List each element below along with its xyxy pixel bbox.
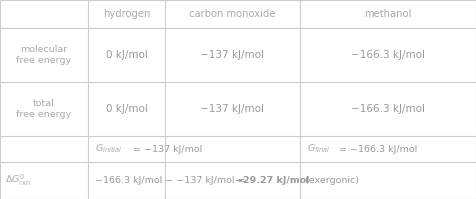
Text: carbon monoxide: carbon monoxide: [189, 9, 276, 19]
Text: $\Delta G^0_\mathrm{rxn}$: $\Delta G^0_\mathrm{rxn}$: [5, 173, 31, 188]
Text: total
free energy: total free energy: [17, 99, 71, 119]
Text: hydrogen: hydrogen: [103, 9, 150, 19]
Text: = −166.3 kJ/mol: = −166.3 kJ/mol: [339, 144, 417, 153]
Text: methanol: methanol: [364, 9, 412, 19]
Text: −166.3 kJ/mol: −166.3 kJ/mol: [351, 50, 425, 60]
Text: = −137 kJ/mol: = −137 kJ/mol: [133, 144, 202, 153]
Text: −166.3 kJ/mol: −166.3 kJ/mol: [351, 104, 425, 114]
Text: −29.27 kJ/mol: −29.27 kJ/mol: [235, 176, 309, 185]
Text: (exergonic): (exergonic): [302, 176, 359, 185]
Text: 0 kJ/mol: 0 kJ/mol: [106, 50, 148, 60]
Text: $G_\mathit{initial}$: $G_\mathit{initial}$: [95, 143, 123, 155]
Text: −137 kJ/mol: −137 kJ/mol: [200, 104, 265, 114]
Text: 0 kJ/mol: 0 kJ/mol: [106, 104, 148, 114]
Text: molecular
free energy: molecular free energy: [17, 45, 71, 65]
Text: $G_\mathit{final}$: $G_\mathit{final}$: [307, 143, 331, 155]
Text: −166.3 kJ/mol − −137 kJ/mol =: −166.3 kJ/mol − −137 kJ/mol =: [95, 176, 248, 185]
Text: −137 kJ/mol: −137 kJ/mol: [200, 50, 265, 60]
